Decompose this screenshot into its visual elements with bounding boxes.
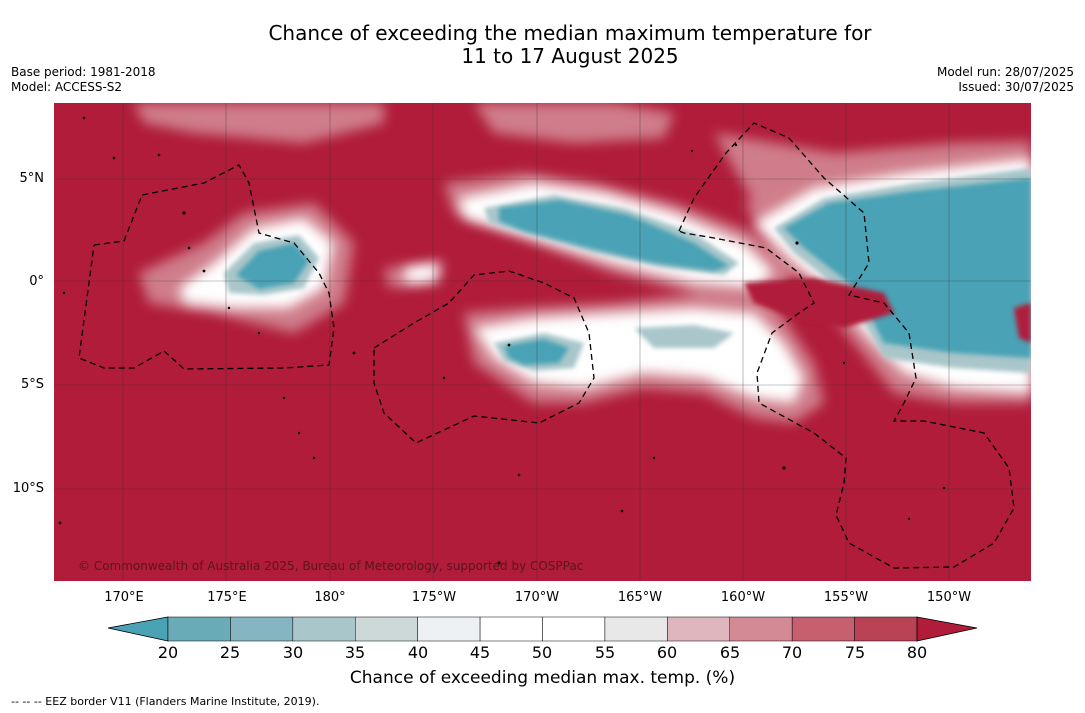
cb-tick-6: 50	[531, 643, 553, 662]
map-svg	[54, 103, 1031, 581]
cb-tick-1: 25	[219, 643, 241, 662]
island-markers	[58, 116, 946, 565]
model-run-text: Model run: 28/07/2025	[936, 65, 1074, 79]
meta-left: Base period: 1981-2018 Model: ACCESS-S2	[11, 65, 156, 95]
lat-tick-2: 5°S	[20, 377, 44, 392]
colorbar-cell-5	[479, 616, 543, 642]
colorbar-cell-1	[230, 616, 294, 642]
map-gridlines	[54, 103, 1031, 581]
colorbar-cell-6	[542, 616, 606, 642]
colorbar-cell-11	[854, 616, 918, 642]
colorbar-right-extension	[916, 616, 978, 642]
cb-tick-9: 65	[719, 643, 741, 662]
lon-tick-4: 170°W	[514, 590, 560, 605]
lat-tick-3: 10°S	[12, 481, 44, 496]
colorbar-cell-10	[791, 616, 855, 642]
copyright-text: © Commonwealth of Australia 2025, Bureau…	[78, 559, 584, 573]
colorbar-cell-3	[355, 616, 418, 642]
colorbar	[107, 616, 978, 642]
lat-tick-1: 0°	[29, 274, 44, 289]
base-period-text: Base period: 1981-2018	[11, 65, 156, 79]
lon-tick-7: 155°W	[823, 590, 869, 605]
cb-tick-8: 60	[656, 643, 678, 662]
eez-legend-note: -- -- -- EEZ border V11 (Flanders Marine…	[11, 695, 320, 708]
lon-tick-3: 175°W	[411, 590, 457, 605]
title-line-1: Chance of exceeding the median maximum t…	[268, 21, 872, 45]
colorbar-cells	[167, 616, 918, 642]
lon-tick-1: 175°E	[207, 590, 247, 605]
anomaly-red-islands	[744, 278, 1031, 343]
meta-right: Model run: 28/07/2025 Issued: 30/07/2025	[937, 65, 1074, 95]
cb-tick-3: 35	[344, 643, 366, 662]
colorbar-cell-4	[417, 616, 481, 642]
cb-tick-10: 70	[781, 643, 803, 662]
cb-tick-7: 55	[594, 643, 616, 662]
colorbar-cell-2	[292, 616, 356, 642]
forecast-map	[54, 103, 1031, 581]
colorbar-cell-0	[167, 616, 231, 642]
issued-text: Issued: 30/07/2025	[958, 80, 1074, 94]
lon-tick-8: 150°W	[926, 590, 972, 605]
title-line-2: 11 to 17 August 2025	[461, 44, 679, 68]
cb-tick-4: 40	[407, 643, 429, 662]
lat-tick-0: 5°N	[19, 171, 45, 186]
chart-title: Chance of exceeding the median maximum t…	[170, 22, 970, 68]
lon-tick-0: 170°E	[104, 590, 144, 605]
model-text: Model: ACCESS-S2	[11, 80, 123, 94]
cb-tick-2: 30	[282, 643, 304, 662]
cb-tick-11: 75	[844, 643, 866, 662]
colorbar-cell-8	[667, 616, 730, 642]
lon-tick-6: 160°W	[720, 590, 766, 605]
colorbar-cell-7	[604, 616, 668, 642]
cb-tick-12: 80	[906, 643, 928, 662]
colorbar-cell-9	[729, 616, 793, 642]
cb-tick-0: 20	[157, 643, 179, 662]
eez-borders	[78, 122, 1015, 569]
colorbar-left-extension	[107, 616, 169, 642]
lon-tick-2: 180°	[314, 590, 346, 605]
lon-tick-5: 165°W	[617, 590, 663, 605]
cb-tick-5: 45	[469, 643, 491, 662]
colorbar-label: Chance of exceeding median max. temp. (%…	[349, 668, 736, 688]
